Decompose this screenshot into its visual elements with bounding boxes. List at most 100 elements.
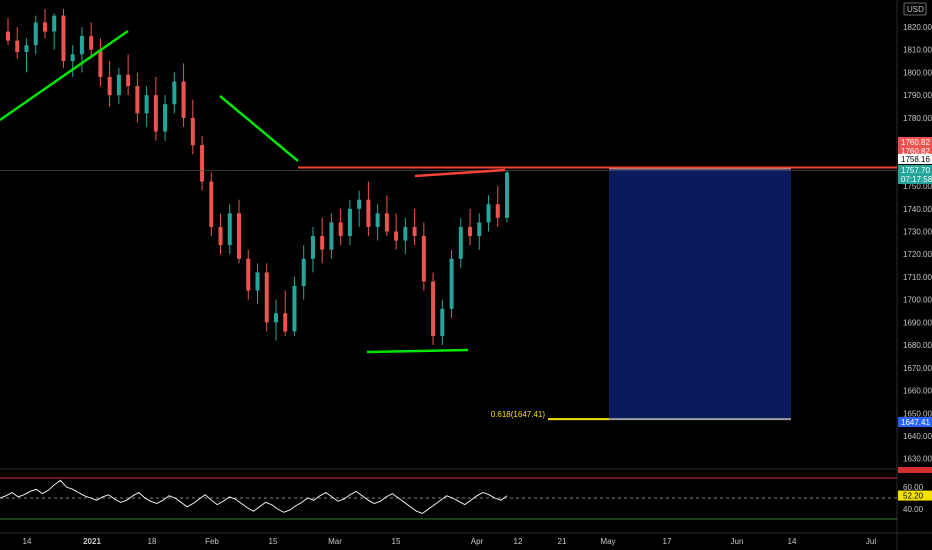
candle-body xyxy=(283,313,288,332)
x-tick-label: 21 xyxy=(558,537,567,546)
x-tick-label: 2021 xyxy=(83,537,101,546)
candle-body xyxy=(227,213,232,246)
candle-body xyxy=(79,36,84,55)
y-tick-label: 1650.00 xyxy=(903,409,932,418)
y-tick-label: 1820.00 xyxy=(903,23,932,32)
y-tick-label: 1660.00 xyxy=(903,387,932,396)
y-tick-label: 1710.00 xyxy=(903,273,932,282)
candle-body xyxy=(347,208,352,237)
candle-body xyxy=(468,226,473,237)
y-tick-label: 1720.00 xyxy=(903,250,932,259)
y-tick-label: 1670.00 xyxy=(903,364,932,373)
candle-body xyxy=(366,199,371,227)
candle-body xyxy=(431,281,436,337)
candle-body xyxy=(6,31,10,41)
osc-value-tag xyxy=(898,490,932,501)
candle-body xyxy=(477,222,482,237)
y-tick-label: 1700.00 xyxy=(903,296,932,305)
candle-body xyxy=(163,104,168,132)
candle-body xyxy=(329,222,334,250)
oscillator-pane: 60.00 40.00 52.20 xyxy=(0,467,932,520)
candle-body xyxy=(403,226,408,241)
y-tick-label: 1730.00 xyxy=(903,228,932,237)
price-tag xyxy=(898,137,932,147)
x-tick-label: May xyxy=(600,537,615,546)
y-tick-label: 1810.00 xyxy=(903,46,932,55)
candle-body xyxy=(486,204,491,223)
price-tag-label: 1647.41 xyxy=(901,418,930,427)
candle-body xyxy=(181,81,186,118)
candle-body xyxy=(495,204,500,218)
candle-body xyxy=(89,36,94,50)
candle-body xyxy=(70,54,75,62)
candle-body xyxy=(412,226,417,237)
price-tag-label: 1757.70 xyxy=(901,166,930,175)
candle-body xyxy=(357,199,362,209)
candle-body xyxy=(153,95,158,132)
price-tag xyxy=(898,154,932,164)
x-tick-label: 17 xyxy=(663,537,672,546)
x-tick-label: Apr xyxy=(471,537,484,546)
price-tag xyxy=(898,174,932,184)
candle-body xyxy=(52,15,57,32)
y-tick-label: 1740.00 xyxy=(903,205,932,214)
osc-band-tag xyxy=(898,467,932,473)
candle-body xyxy=(200,145,205,182)
x-tick-label: 14 xyxy=(788,537,797,546)
candle-body xyxy=(15,40,20,52)
y-tick-label: 1750.00 xyxy=(903,182,932,191)
trend-line xyxy=(219,95,299,162)
candle-body xyxy=(237,213,242,259)
candle-body xyxy=(24,45,29,52)
candle-body xyxy=(42,22,47,32)
candle-body xyxy=(61,15,66,62)
x-tick-label: Mar xyxy=(328,537,342,546)
candle-body xyxy=(264,272,269,323)
candle-body xyxy=(292,286,297,332)
trend-line xyxy=(366,348,469,354)
candle-body xyxy=(301,258,306,287)
candle-body xyxy=(449,258,454,309)
candle-body xyxy=(421,236,426,282)
candle-body xyxy=(144,95,149,114)
price-tag-label: 1758.16 xyxy=(901,155,930,164)
x-tick-label: 18 xyxy=(148,537,157,546)
y-tick-label: 1790.00 xyxy=(903,91,932,100)
candle-body xyxy=(126,74,131,87)
x-tick-label: Feb xyxy=(205,537,219,546)
candle-body xyxy=(338,222,343,237)
candle-body xyxy=(255,272,260,291)
osc-line xyxy=(0,479,508,514)
y-tick-label: 1780.00 xyxy=(903,114,932,123)
currency-label: USD xyxy=(907,5,924,14)
candle-body xyxy=(107,76,112,96)
time-axis: 14 2021 18 Feb 15 Mar 15 Apr 12 21 May 17 Jun 14 Jul xyxy=(23,537,877,546)
x-tick-label: 15 xyxy=(269,537,278,546)
candle-body xyxy=(458,226,463,259)
price-tag xyxy=(898,417,932,427)
price-tag xyxy=(898,146,932,156)
candle-body xyxy=(116,74,121,96)
candle-body xyxy=(98,49,103,77)
price-tag-label: 07:17:58 xyxy=(901,175,932,184)
price-tag xyxy=(898,165,932,175)
candle-body xyxy=(172,81,177,105)
x-tick-label: 15 xyxy=(392,537,401,546)
x-tick-label: Jun xyxy=(731,537,744,546)
price-axis: 1820.00 1810.00 1800.00 1790.00 1780.00 1750.… xyxy=(898,2,932,464)
candle-body xyxy=(320,236,325,250)
candle-body xyxy=(310,236,315,259)
drawings: 0.618(1647.41) xyxy=(0,29,897,421)
y-tick-label: 1680.00 xyxy=(903,341,932,350)
trend-line xyxy=(0,29,129,122)
candle-body xyxy=(384,213,389,232)
candle-body xyxy=(394,231,399,241)
projection-rect xyxy=(609,168,791,420)
candle-body xyxy=(218,226,223,246)
price-tag-label: 1760.82 xyxy=(901,138,930,147)
candle-body xyxy=(190,117,195,146)
x-tick-label: Jul xyxy=(866,537,876,546)
